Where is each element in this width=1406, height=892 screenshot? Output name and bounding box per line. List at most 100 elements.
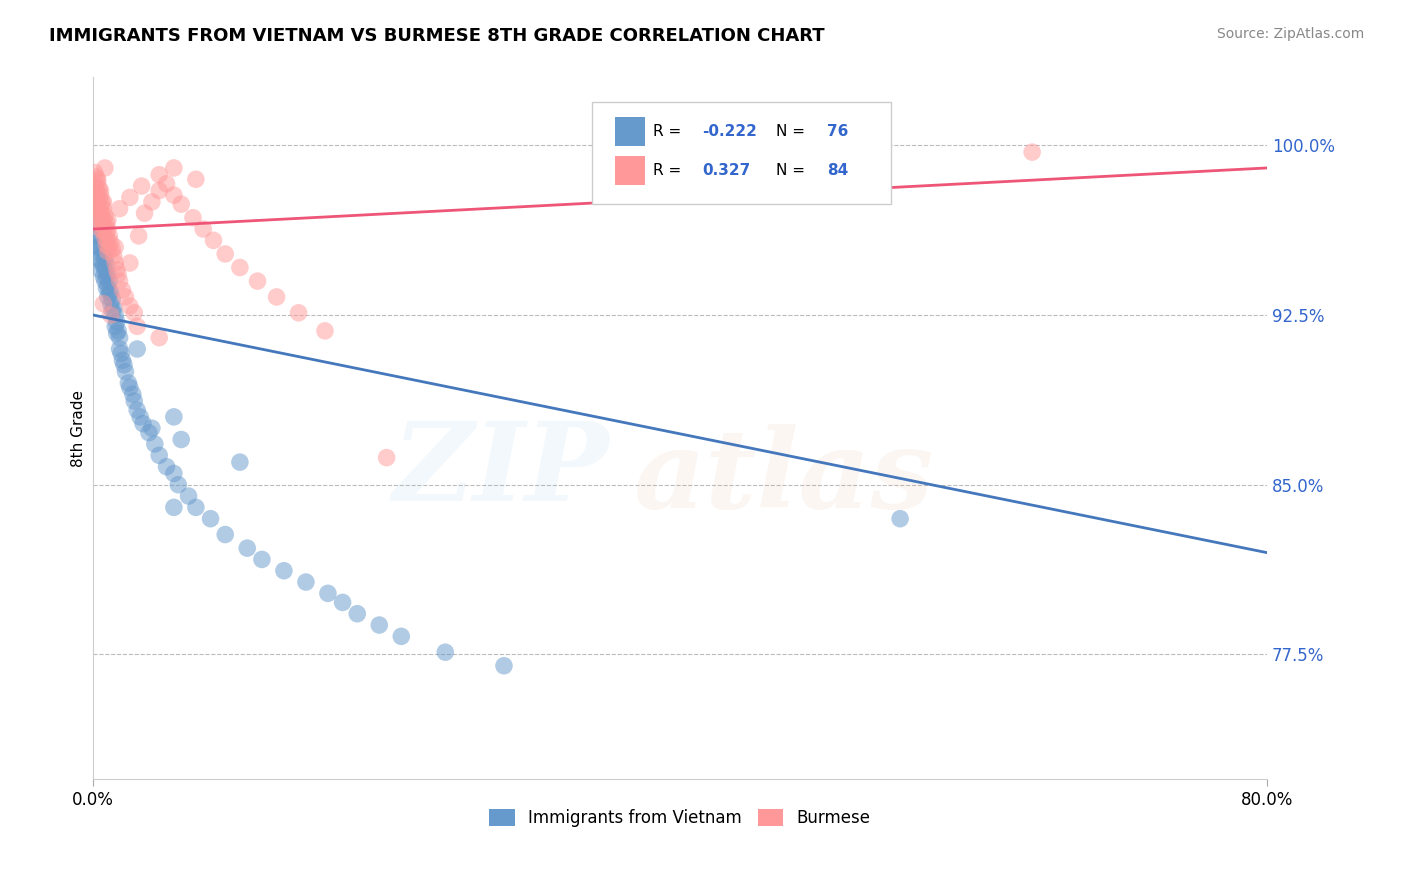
Point: [121, 387, 143, 401]
Text: 0.327: 0.327: [703, 163, 751, 178]
Point: [89, 184, 111, 198]
Point: [84, 169, 107, 184]
Point: [86, 172, 108, 186]
Point: [87, 193, 110, 207]
Point: [91, 206, 114, 220]
Point: [246, 274, 269, 288]
Point: [316, 586, 339, 600]
Point: [236, 541, 259, 555]
Point: [214, 247, 236, 261]
Point: [94, 252, 117, 266]
Point: [155, 177, 177, 191]
Point: [96, 227, 118, 241]
Point: [103, 301, 125, 316]
Point: [105, 262, 128, 277]
Text: ZIP: ZIP: [394, 417, 610, 524]
Text: IMMIGRANTS FROM VIETNAM VS BURMESE 8TH GRADE CORRELATION CHART: IMMIGRANTS FROM VIETNAM VS BURMESE 8TH G…: [49, 27, 825, 45]
Point: [103, 249, 125, 263]
Point: [94, 209, 117, 223]
Point: [89, 211, 111, 225]
Text: N =: N =: [776, 124, 810, 139]
Point: [101, 243, 124, 257]
Point: [273, 564, 295, 578]
Point: [96, 238, 118, 252]
Point: [110, 346, 132, 360]
Point: [214, 527, 236, 541]
Point: [295, 575, 318, 590]
Point: [127, 319, 149, 334]
Point: [108, 274, 131, 288]
Point: [128, 228, 150, 243]
Point: [93, 296, 115, 310]
Point: [104, 256, 127, 270]
Point: [122, 306, 145, 320]
Point: [83, 165, 105, 179]
Point: [98, 228, 121, 243]
Point: [87, 252, 110, 266]
Point: [108, 331, 131, 345]
Point: [87, 203, 110, 218]
Point: [492, 658, 515, 673]
Point: [86, 240, 108, 254]
Point: [163, 188, 186, 202]
Point: [97, 290, 120, 304]
Point: [108, 342, 131, 356]
Point: [118, 256, 141, 270]
Point: [134, 206, 156, 220]
Point: [97, 222, 120, 236]
Text: atlas: atlas: [633, 424, 934, 531]
Point: [97, 233, 120, 247]
Point: [98, 285, 121, 300]
Point: [118, 299, 141, 313]
Point: [100, 308, 122, 322]
Text: R =: R =: [652, 163, 686, 178]
Point: [122, 394, 145, 409]
Point: [96, 269, 118, 284]
Point: [389, 629, 412, 643]
Point: [96, 281, 118, 295]
Point: [91, 256, 114, 270]
Point: [87, 240, 110, 254]
Point: [107, 324, 129, 338]
Point: [84, 193, 107, 207]
Point: [97, 213, 120, 227]
Point: [94, 231, 117, 245]
Text: Source: ZipAtlas.com: Source: ZipAtlas.com: [1216, 27, 1364, 41]
Point: [101, 292, 124, 306]
Point: [141, 194, 163, 209]
Point: [163, 500, 186, 515]
Point: [96, 258, 118, 272]
Point: [889, 511, 911, 525]
Y-axis label: 8th Grade: 8th Grade: [72, 390, 86, 467]
Point: [202, 233, 225, 247]
Point: [86, 197, 108, 211]
Point: [104, 308, 127, 322]
FancyBboxPatch shape: [616, 156, 645, 186]
Point: [177, 489, 200, 503]
Text: 76: 76: [827, 124, 848, 139]
Text: R =: R =: [652, 124, 686, 139]
Point: [375, 450, 398, 465]
Point: [93, 258, 115, 272]
Point: [96, 215, 118, 229]
Point: [94, 262, 117, 277]
Point: [94, 219, 117, 234]
Point: [93, 213, 115, 227]
Text: -0.222: -0.222: [703, 124, 758, 139]
Point: [84, 194, 107, 209]
Point: [93, 247, 115, 261]
Point: [1021, 145, 1043, 160]
Point: [84, 228, 107, 243]
Point: [127, 342, 149, 356]
Point: [97, 244, 120, 259]
Point: [314, 324, 336, 338]
Point: [368, 618, 391, 632]
Point: [89, 199, 111, 213]
Point: [91, 218, 114, 232]
Point: [97, 268, 120, 282]
Point: [114, 290, 136, 304]
Point: [127, 403, 149, 417]
Point: [84, 203, 107, 218]
Point: [93, 224, 115, 238]
Point: [111, 283, 134, 297]
